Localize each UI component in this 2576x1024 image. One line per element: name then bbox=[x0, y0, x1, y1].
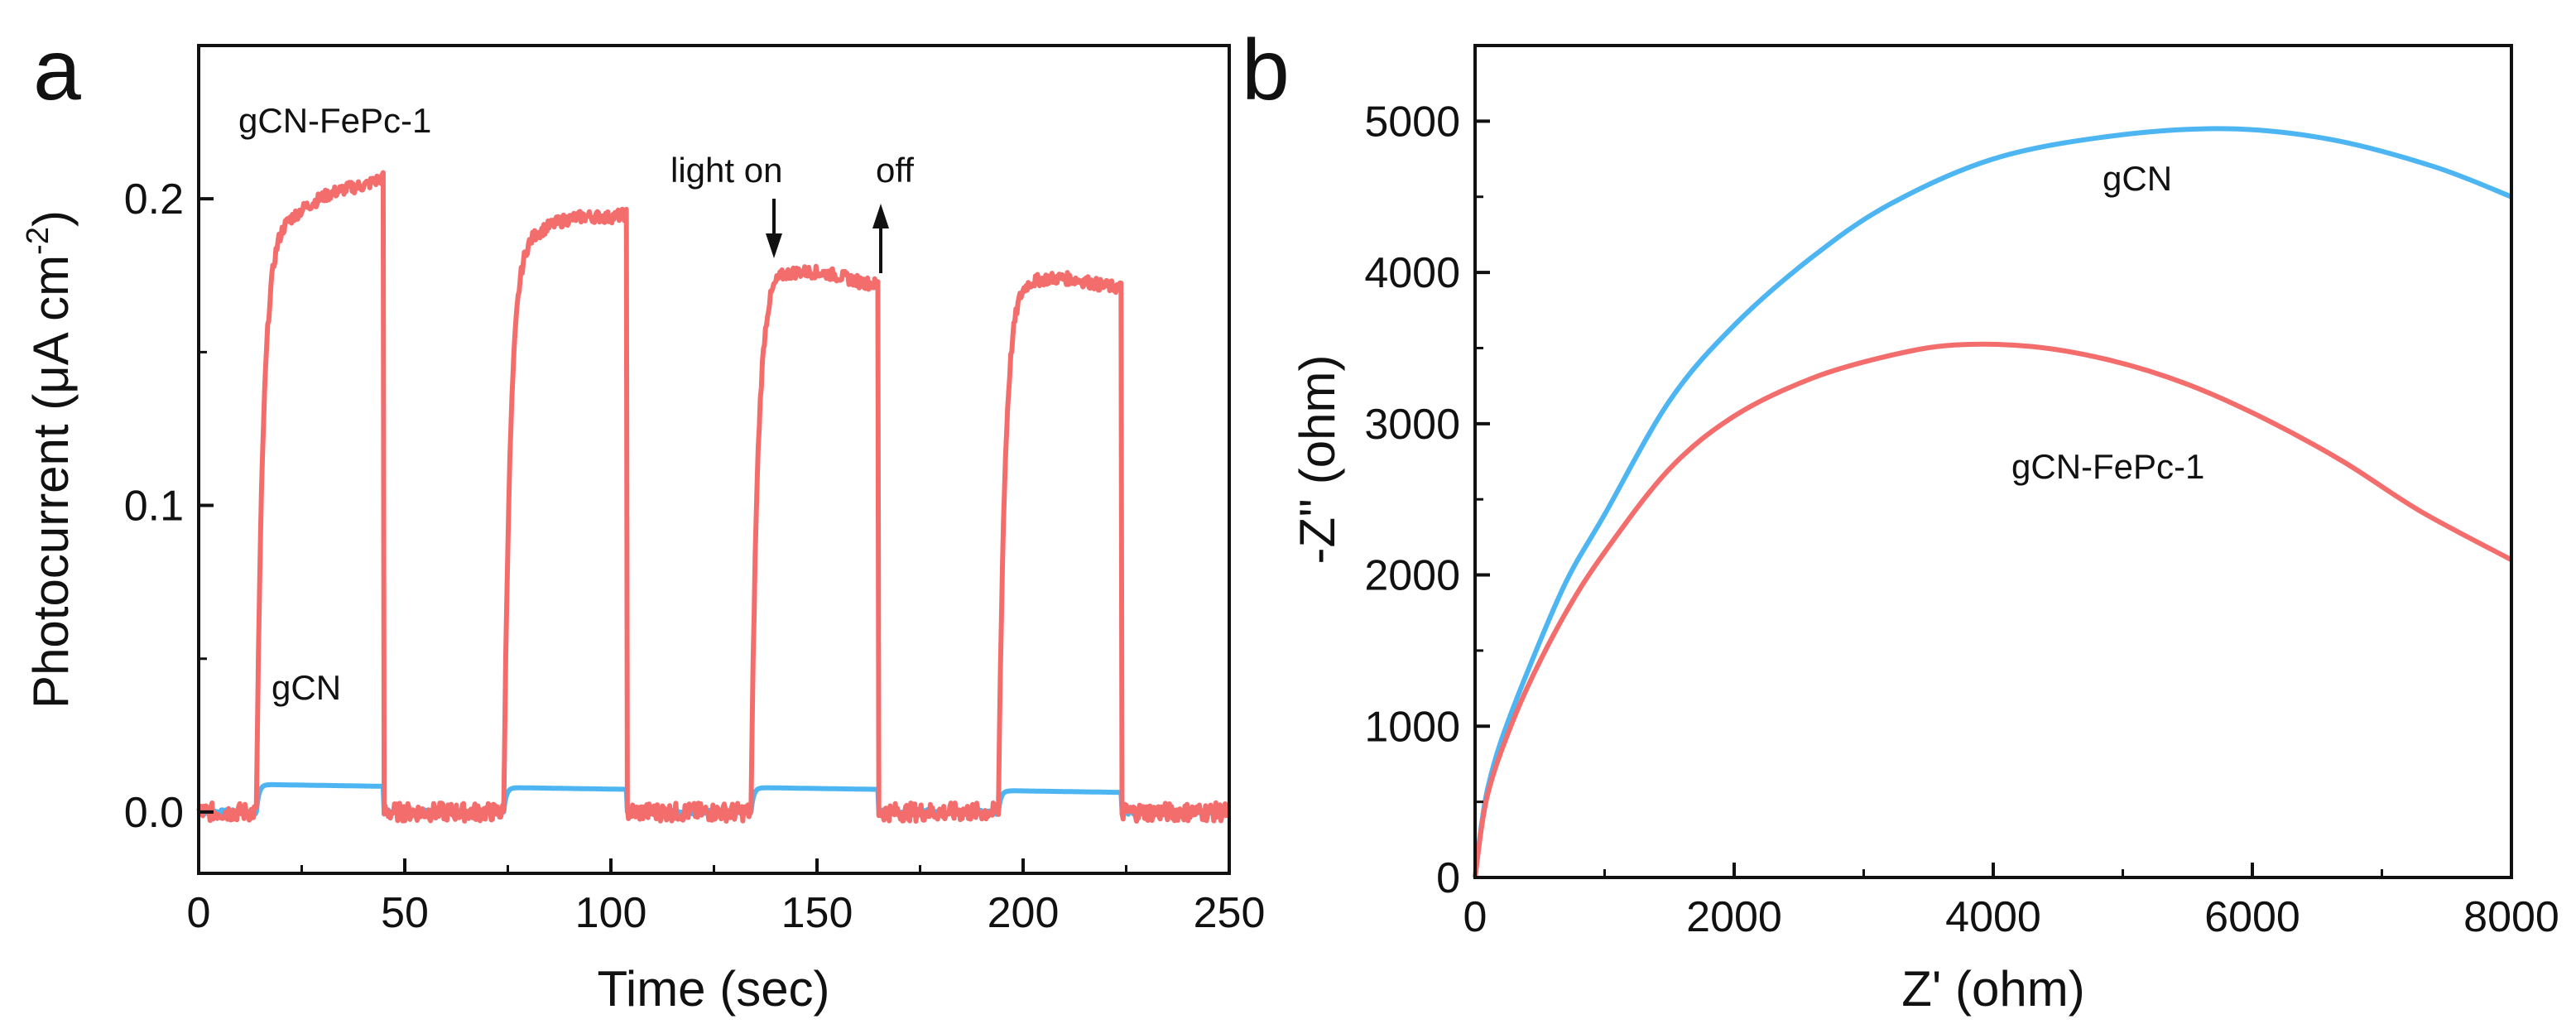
panel-a-x-tick-label: 50 bbox=[381, 889, 429, 937]
panel-b-label-gcn-fepc: gCN-FePc-1 bbox=[2011, 447, 2204, 486]
panel-a-y-label-sup: -2 bbox=[21, 227, 55, 255]
panel-b: b 0 2000 4000 6000 8000 0 1000 2000 3000 4000 500… bbox=[1242, 22, 2559, 1017]
panel-a-x-tick-label: 150 bbox=[781, 889, 853, 937]
nyquist-line-gcn bbox=[1473, 126, 2513, 878]
panel-b-x-tick-label: 6000 bbox=[2204, 893, 2300, 941]
panel-a-y-ticks: 0.0 0.1 0.2 bbox=[124, 175, 214, 837]
panel-b-y-tick-label: 2000 bbox=[1364, 552, 1460, 600]
panel-a-label-gcn: gCN bbox=[272, 668, 341, 707]
panel-a-x-tick-label: 250 bbox=[1194, 889, 1266, 937]
panel-a-y-label-close: ) bbox=[23, 210, 79, 227]
panel-b-letter: b bbox=[1242, 22, 1290, 118]
panel-b-x-tick-label: 0 bbox=[1463, 893, 1487, 941]
panel-a-letter: a bbox=[33, 22, 81, 118]
nyquist-line-gcn-fepc-1 bbox=[1473, 341, 2513, 878]
panel-b-y-tick-label: 1000 bbox=[1364, 703, 1460, 751]
panel-a-x-tick-label: 0 bbox=[187, 889, 211, 937]
panel-a-x-tick-label: 100 bbox=[575, 889, 647, 937]
panel-b-plot-frame bbox=[1473, 44, 2513, 879]
panel-a-y-tick-label: 0.0 bbox=[124, 789, 184, 837]
panel-b-x-tick-label: 8000 bbox=[2463, 893, 2559, 941]
panel-a-y-tick-label: 0.2 bbox=[124, 175, 184, 224]
panel-b-y-tick-label: 4000 bbox=[1364, 249, 1460, 297]
off-annotation: off bbox=[876, 151, 914, 190]
panel-b-x-tick-label: 4000 bbox=[1945, 893, 2041, 941]
panel-b-x-axis-label: Z' (ohm) bbox=[1901, 961, 2084, 1017]
panel-b-y-ticks: 0 1000 2000 3000 4000 5000 bbox=[1364, 98, 1490, 902]
light-on-annotation: light on bbox=[670, 151, 782, 190]
panel-b-x-ticks: 0 2000 4000 6000 8000 bbox=[1463, 863, 2559, 941]
series-line-gcn-fepc-1 bbox=[196, 170, 1231, 824]
panel-b-data-layer bbox=[1473, 126, 2513, 878]
panel-a-x-ticks: 0 50 100 150 200 250 bbox=[187, 858, 1266, 937]
panel-a-y-tick-label: 0.1 bbox=[124, 483, 184, 531]
light-on-arrow-icon bbox=[766, 199, 782, 258]
panel-a-data-layer bbox=[196, 170, 1231, 824]
panel-b-x-tick-label: 2000 bbox=[1686, 893, 1782, 941]
panel-a-x-tick-label: 200 bbox=[988, 889, 1060, 937]
panel-b-label-gcn: gCN bbox=[2103, 159, 2172, 198]
panel-b-y-tick-label: 0 bbox=[1436, 854, 1460, 902]
panel-b-y-axis-label: -Z'' (ohm) bbox=[1290, 355, 1345, 565]
panel-a-x-axis-label: Time (sec) bbox=[597, 961, 829, 1017]
panel-a-label-gcn-fepc: gCN-FePc-1 bbox=[238, 101, 431, 140]
panel-a: a 0 50 100 150 200 250 0.0 0.1 0.2 Time (sec) P… bbox=[21, 22, 1265, 1017]
off-arrow-icon bbox=[872, 204, 889, 273]
panel-a-y-label-main: Photocurrent (μA cm bbox=[23, 255, 79, 709]
panel-b-y-tick-label: 3000 bbox=[1364, 401, 1460, 449]
panel-a-y-axis-label: Photocurrent (μA cm-2) bbox=[21, 210, 79, 709]
panel-b-y-tick-label: 5000 bbox=[1364, 98, 1460, 146]
